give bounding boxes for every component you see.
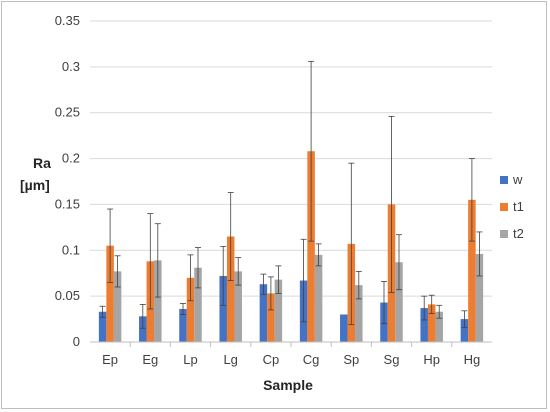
bar-t1-Ep: [106, 245, 114, 342]
bar-t1-Cp: [267, 293, 275, 342]
x-tick-label: Sp: [343, 352, 359, 367]
bars: [98, 151, 484, 342]
y-tick-label: 0.2: [62, 151, 80, 166]
x-tick-label: Cp: [263, 352, 280, 367]
bar-t1-Cg: [307, 151, 315, 342]
legend-swatch-t2: [500, 230, 508, 238]
x-axis-title: Sample: [263, 377, 313, 393]
bar-t2-Cp: [274, 279, 283, 342]
gridlines: [90, 20, 492, 297]
bar-t2-Lp: [194, 267, 202, 342]
bar-t2-Hp: [435, 311, 443, 342]
bar-t2-Lg: [234, 271, 242, 342]
y-tick-label: 0.3: [62, 59, 80, 74]
bar-t2-Sp: [355, 285, 363, 342]
legend-label-w: w: [512, 172, 523, 187]
bar-w-Ep: [98, 311, 107, 342]
x-tick-label: Eg: [142, 352, 158, 367]
bar-w-Sp: [340, 314, 348, 342]
bar-w-Hp: [420, 308, 428, 342]
bar-t1-Hg: [468, 199, 476, 342]
y-tick-label: 0.1: [62, 242, 80, 257]
x-tick-label: Lp: [183, 352, 197, 367]
x-tick-label: Cg: [303, 352, 320, 367]
bar-w-Hg: [460, 319, 469, 342]
x-tick-label: Ep: [102, 352, 118, 367]
legend-swatch-t1: [500, 203, 508, 211]
y-axis-title-line1: Ra: [33, 155, 51, 171]
bar-t2-Cg: [314, 254, 323, 342]
bar-t1-Lp: [186, 277, 195, 342]
bar-w-Lp: [179, 308, 187, 342]
bar-w-Cp: [259, 284, 268, 342]
y-tick-label: 0: [73, 334, 80, 349]
bar-t1-Hp: [427, 304, 436, 342]
error-bars: [99, 60, 483, 329]
y-tick-label: 0.15: [55, 196, 80, 211]
bar-t1-Lg: [226, 236, 235, 342]
y-tick-label: 0.25: [55, 105, 80, 120]
legend-label-t2: t2: [513, 226, 524, 241]
y-axis-title-line2: [µm]: [20, 177, 50, 193]
legend: w t1 t2: [500, 172, 524, 241]
x-tick-label: Hp: [423, 352, 440, 367]
x-tick-label: Sg: [384, 352, 400, 367]
x-tick-labels: Ep Eg Lp Lg Cp Cg Sp Sg Hp Hg: [102, 342, 480, 367]
bar-t2-Ep: [113, 271, 122, 342]
bar-w-Lg: [219, 275, 227, 342]
bar-t2-Sg: [395, 262, 403, 342]
bar-t2-Eg: [154, 260, 162, 342]
bar-w-Eg: [139, 316, 147, 342]
legend-swatch-w: [500, 176, 508, 184]
y-tick-label: 0.35: [55, 13, 80, 28]
x-tick-label: Lg: [223, 352, 237, 367]
y-tick-labels: 0 0.05 0.1 0.15 0.2 0.25 0.3 0.35: [55, 13, 80, 349]
bar-t2-Hg: [475, 253, 484, 342]
legend-label-t1: t1: [513, 199, 524, 214]
y-tick-label: 0.05: [55, 288, 80, 303]
x-tick-label: Hg: [464, 352, 481, 367]
